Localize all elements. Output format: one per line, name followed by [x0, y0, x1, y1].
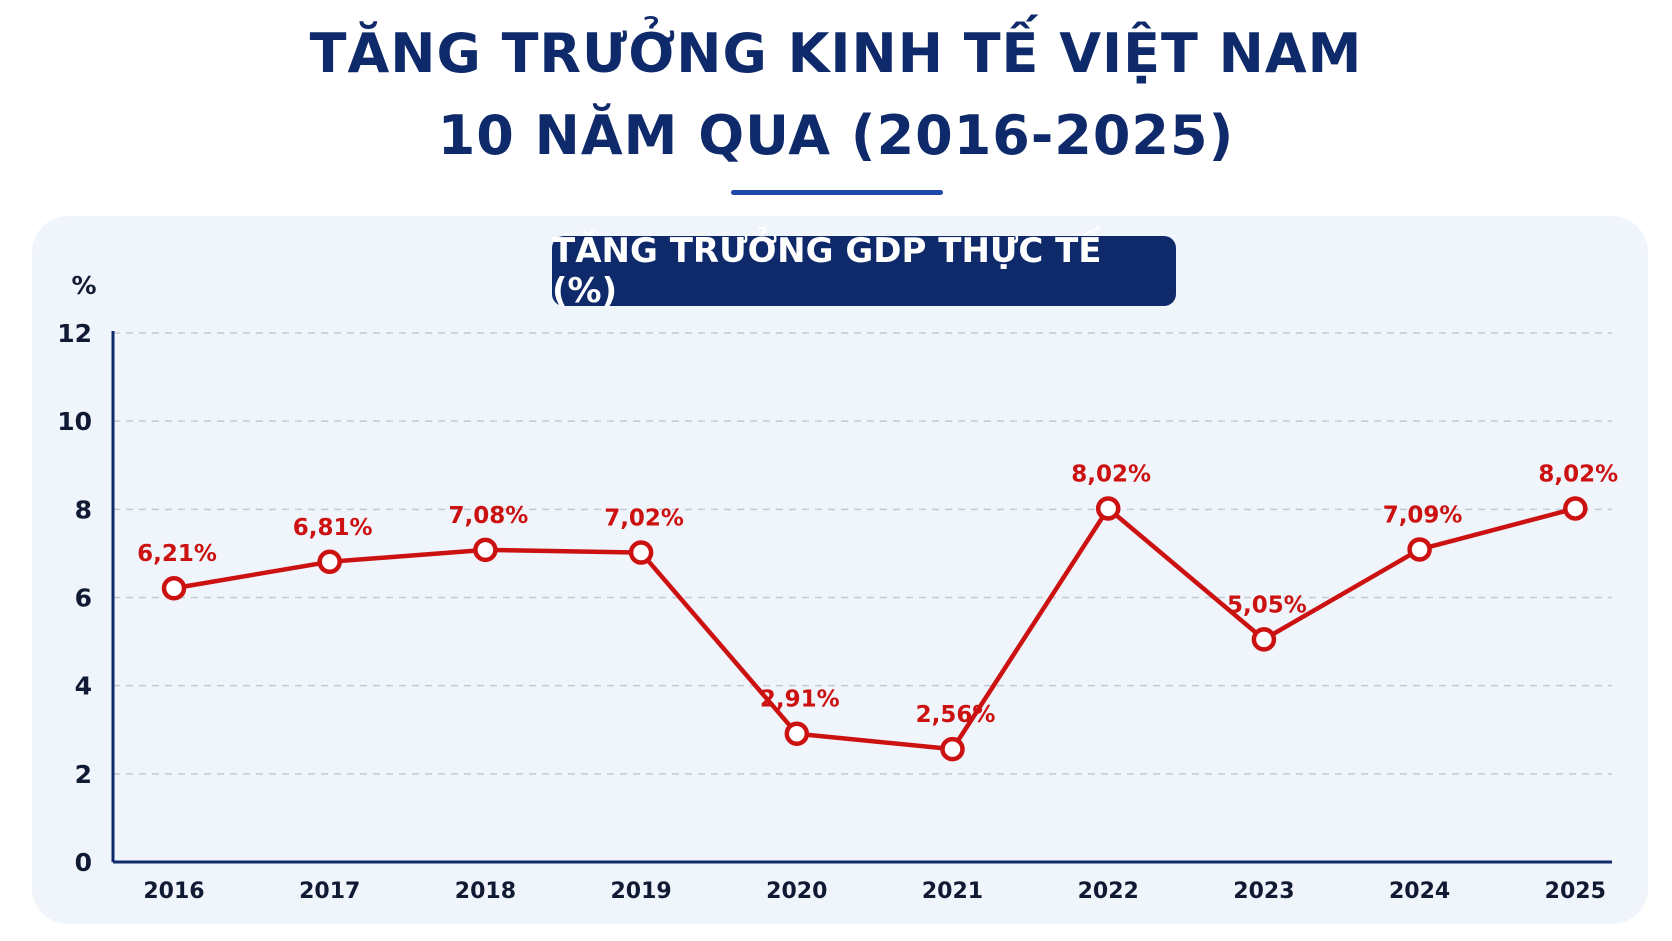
data-point — [317, 549, 342, 575]
data-point — [1251, 627, 1277, 652]
title-underline — [731, 190, 943, 195]
data-point — [1095, 496, 1121, 521]
x-tick-label: 2025 — [1545, 879, 1606, 904]
data-point — [784, 721, 810, 746]
x-tick-label: 2020 — [766, 879, 827, 904]
y-tick-label: 12 — [57, 319, 92, 348]
data-point — [1407, 537, 1432, 562]
y-tick-label: 10 — [57, 407, 92, 436]
data-label: 7,02% — [604, 506, 684, 532]
chart-title: TĂNG TRƯỞNG GDP THỰC TẾ (%) — [552, 231, 1176, 311]
x-tick-label: 2016 — [143, 879, 204, 904]
y-tick-label: 6 — [75, 584, 92, 613]
y-axis-unit: % — [71, 271, 96, 300]
page-title-line-2: 10 NĂM QUA (2016-2025) — [437, 104, 1235, 167]
data-point — [940, 736, 965, 762]
data-label: 7,09% — [1383, 502, 1463, 528]
data-label: 8,02% — [1538, 461, 1618, 487]
series-line — [173, 506, 1576, 752]
y-tick-label: 2 — [75, 760, 92, 789]
x-tick-label: 2017 — [299, 879, 360, 904]
chart-panel — [32, 216, 1648, 924]
data-label: 2,56% — [916, 702, 996, 728]
y-tick-label: 8 — [75, 495, 92, 524]
x-tick-label: 2019 — [610, 879, 671, 904]
x-tick-label: 2023 — [1233, 879, 1294, 904]
y-tick-label: 0 — [75, 848, 92, 877]
x-tick-label: 2022 — [1078, 879, 1139, 904]
x-tick-label: 2024 — [1389, 879, 1450, 904]
data-label: 6,81% — [293, 515, 373, 541]
page-title-line-1: TĂNG TRƯỞNG KINH TẾ VIỆT NAM — [309, 22, 1363, 85]
y-tick-label: 4 — [75, 672, 92, 701]
data-point — [473, 537, 498, 563]
data-label: 6,21% — [137, 541, 217, 567]
data-label: 8,02% — [1071, 461, 1151, 487]
data-point — [628, 540, 654, 565]
data-label: 2,91% — [760, 687, 840, 713]
data-label: 7,08% — [449, 503, 529, 529]
data-point — [1563, 496, 1588, 521]
data-label: 5,05% — [1227, 592, 1307, 618]
data-point — [161, 575, 187, 601]
x-tick-label: 2021 — [922, 879, 983, 904]
x-tick-label: 2018 — [455, 879, 516, 904]
